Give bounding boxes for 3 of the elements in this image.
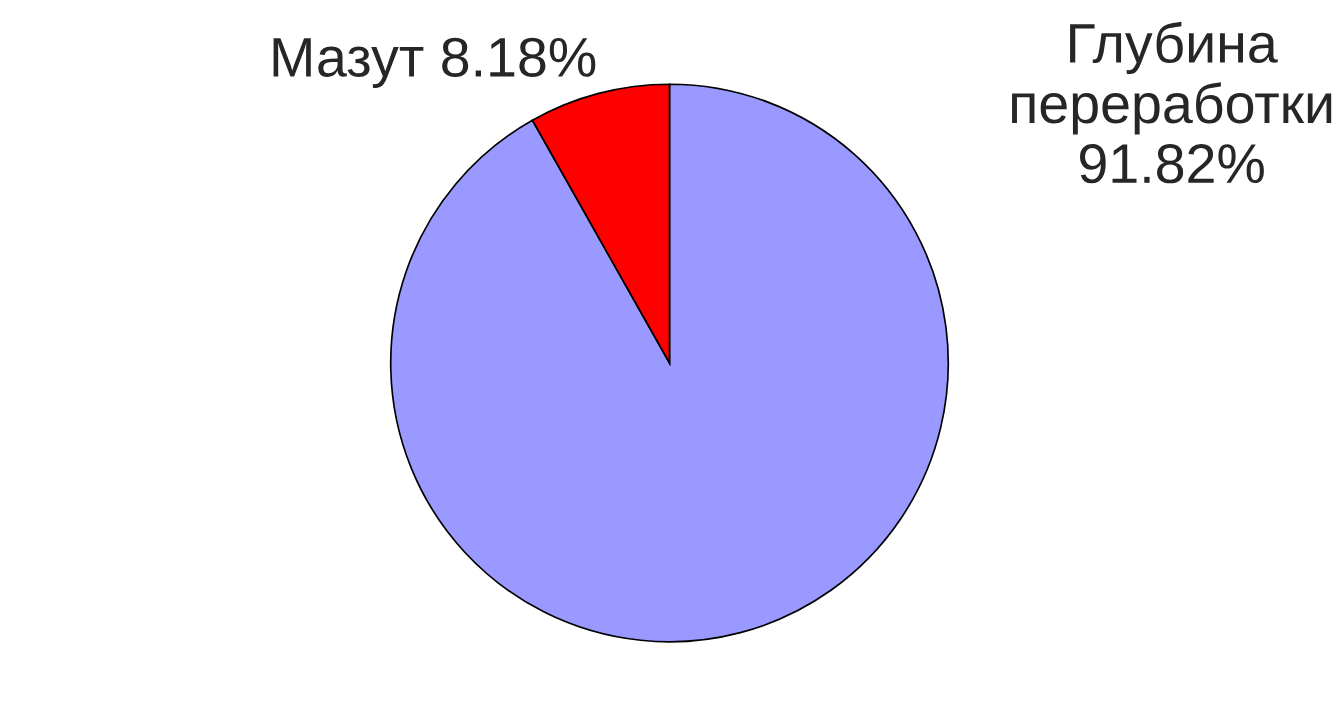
slice-label: Глубина переработки [1012,21,1332,135]
data-label: 91.82% [1080,144,1264,184]
slice-label: Мазут 8.18% [273,37,596,88]
